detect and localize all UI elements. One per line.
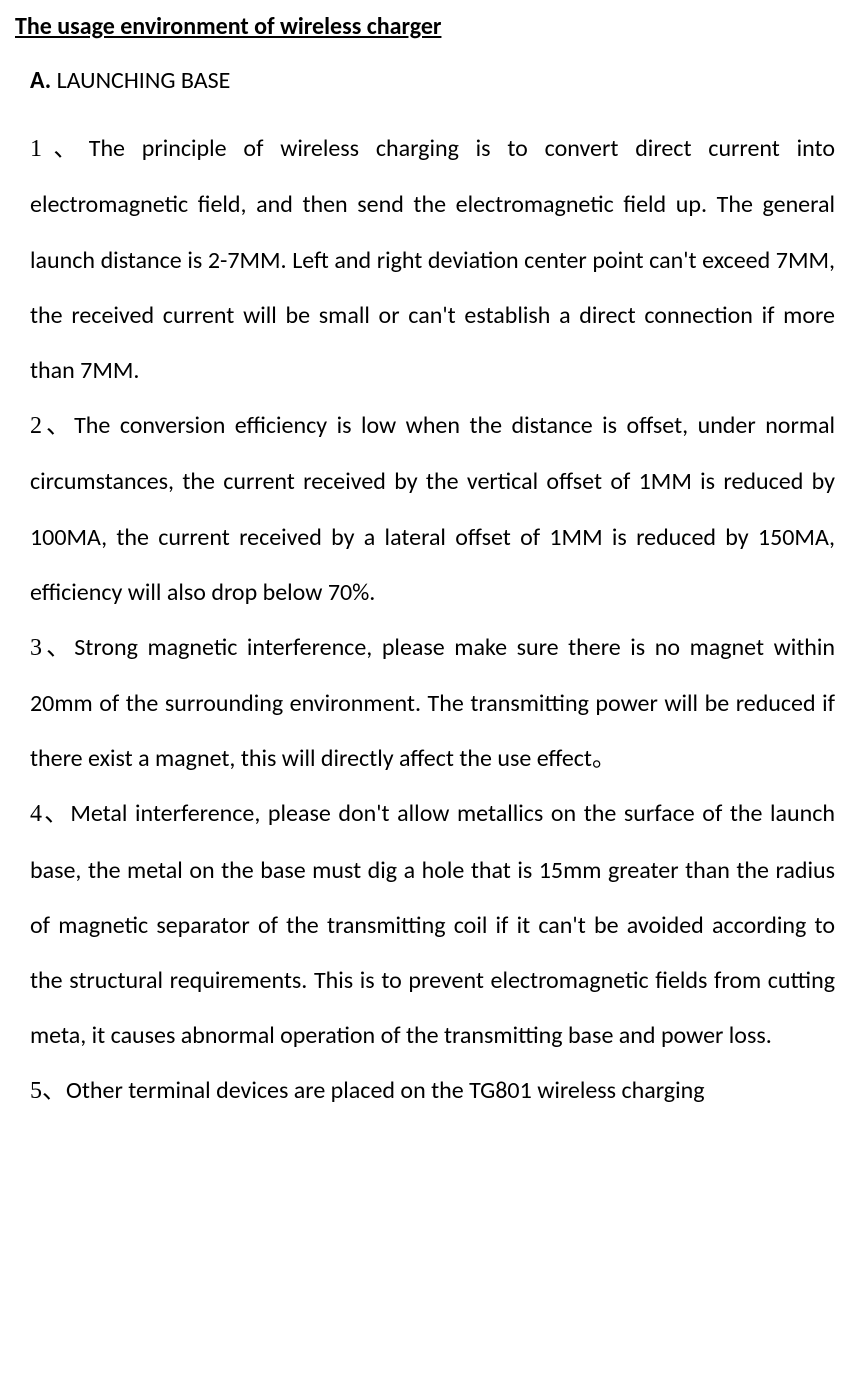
item-1-number: 1、 bbox=[30, 136, 89, 162]
item-5-text: Other terminal devices are placed on the… bbox=[66, 1076, 705, 1105]
item-4: 4、Metal interference, please don't allow… bbox=[30, 786, 835, 1063]
item-3: 3、Strong magnetic interference, please m… bbox=[30, 620, 835, 787]
item-5-number: 5、 bbox=[30, 1078, 66, 1104]
item-2-number: 2、 bbox=[30, 413, 74, 439]
section-a-heading: LAUNCHING BASE bbox=[51, 66, 230, 95]
item-1-text: The principle of wireless charging is to… bbox=[30, 134, 835, 385]
item-3-text: Strong magnetic interference, please mak… bbox=[30, 633, 835, 773]
section-a-label: A. bbox=[30, 66, 51, 95]
item-1: 1、The principle of wireless charging is … bbox=[30, 121, 835, 398]
item-4-text: Metal interference, please don't allow m… bbox=[30, 799, 835, 1050]
item-2: 2、The conversion efficiency is low when … bbox=[30, 398, 835, 620]
section-a-header: A. LAUNCHING BASE bbox=[30, 64, 835, 98]
item-5: 5、Other terminal devices are placed on t… bbox=[30, 1063, 835, 1119]
item-4-number: 4、 bbox=[30, 801, 70, 827]
item-2-text: The conversion efficiency is low when th… bbox=[30, 411, 835, 607]
item-3-number: 3、 bbox=[30, 635, 74, 661]
document-title: The usage environment of wireless charge… bbox=[15, 10, 835, 44]
